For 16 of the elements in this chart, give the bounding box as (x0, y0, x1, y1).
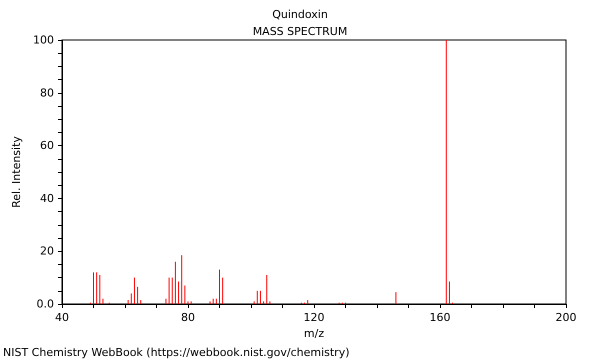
y-tick-label: 0.0 (36, 298, 54, 310)
x-tick-label: 120 (304, 311, 324, 324)
y-tick-label: 80 (40, 86, 54, 100)
y-tick-label: 40 (40, 192, 54, 205)
y-tick-label: 100 (33, 34, 54, 46)
chart-subtitle: MASS SPECTRUM (252, 25, 348, 38)
y-tick-label: 60 (40, 139, 54, 152)
x-tick-label: 40 (55, 311, 69, 324)
text: NIST Chemistry WebBook (https://webbook.nist.gov/chemistry) (3, 346, 350, 359)
y-axis-title: Rel. Intensity (10, 136, 23, 208)
chart-title: Quindoxin (272, 8, 328, 21)
x-tick-label: 80 (181, 311, 195, 324)
x-tick-label: 160 (430, 311, 450, 324)
y-tick-label: 20 (40, 244, 54, 258)
x-axis-title: m/z (304, 326, 324, 340)
x-tick-label: 200 (556, 311, 576, 324)
